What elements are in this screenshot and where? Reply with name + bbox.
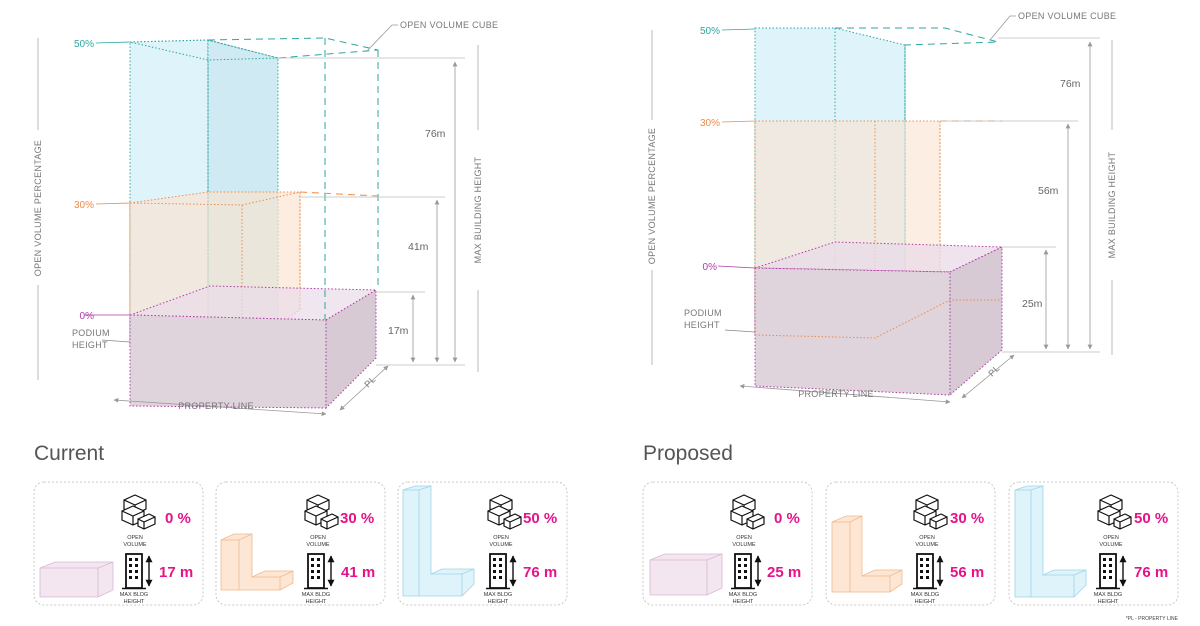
current-podium-front	[129, 314, 327, 409]
current-card-0-open-label-2: VOLUME	[123, 542, 147, 548]
proposed-pct-0: 0%	[703, 262, 718, 273]
current-card-2-max-label-2: HEIGHT	[488, 599, 509, 605]
current-card-1: OPEN VOLUME 30 % MAX BLDG HEIGHT 41 m	[215, 481, 386, 606]
proposed-card-1-height: 56 m	[950, 564, 984, 581]
current-open-volume-cube-label: OPEN VOLUME CUBE	[400, 20, 498, 30]
current-card-1-max-label-1: MAX BLDG	[302, 592, 330, 598]
proposed-diagram: 50% 30% 0% PODIUM HEIGHT OPEN VOLUME PER…	[647, 11, 1117, 405]
proposed-card-0-open-label-1: OPEN	[736, 535, 752, 541]
proposed-property-line-label: PROPERTY LINE	[798, 389, 874, 399]
proposed-dim-25: 25m	[1022, 298, 1043, 310]
current-card-2-max-label-1: MAX BLDG	[484, 592, 512, 598]
proposed-card-2: OPEN VOLUME 50 % MAX BLDG HEIGHT 76 m	[1008, 481, 1179, 606]
proposed-podium-top	[754, 241, 1003, 273]
footnote: *PL - PROPERTY LINE	[1126, 616, 1179, 622]
proposed-dim-76: 76m	[1060, 78, 1081, 90]
current-card-0-height: 17 m	[159, 564, 193, 581]
current-pct-50: 50%	[74, 39, 94, 50]
current-card-2-open-label-2: VOLUME	[489, 542, 513, 548]
proposed-card-2-max-label-2: HEIGHT	[1098, 599, 1119, 605]
current-pct-0: 0%	[80, 311, 95, 322]
current-card-1-height: 41 m	[341, 564, 375, 581]
proposed-card-2-height: 76 m	[1134, 564, 1168, 581]
current-card-1-open-label-2: VOLUME	[306, 542, 330, 548]
proposed-card-2-percent: 50 %	[1134, 510, 1168, 527]
proposed-card-0: OPEN VOLUME 0 % MAX BLDG HEIGHT 25 m	[642, 481, 813, 606]
proposed-card-0-max-label-1: MAX BLDG	[729, 592, 757, 598]
current-diagram: 50% 30% 0% PODIUM HEIGHT OPEN VOLUME PER…	[33, 20, 498, 417]
current-open-volume-percentage-label: OPEN VOLUME PERCENTAGE	[33, 140, 43, 276]
proposed-title: Proposed	[643, 442, 733, 465]
proposed-open-volume-cube-label: OPEN VOLUME CUBE	[1018, 11, 1116, 21]
proposed-open-volume-percentage-label: OPEN VOLUME PERCENTAGE	[647, 128, 657, 264]
proposed-card-1-open-label-2: VOLUME	[915, 542, 939, 548]
current-card-0-open-label-1: OPEN	[127, 535, 143, 541]
current-podium-side	[325, 289, 377, 410]
current-dim-17: 17m	[388, 325, 409, 337]
current-max-building-height-label: MAX BUILDING HEIGHT	[473, 156, 483, 263]
current-card-2-percent: 50 %	[523, 510, 557, 527]
proposed-card-1-max-label-1: MAX BLDG	[911, 592, 939, 598]
current-title: Current	[34, 442, 104, 465]
proposed-max-building-height-label: MAX BUILDING HEIGHT	[1107, 151, 1117, 258]
current-card-1-percent: 30 %	[340, 510, 374, 527]
proposed-card-0-height: 25 m	[767, 564, 801, 581]
proposed-card-2-open-label-2: VOLUME	[1099, 542, 1123, 548]
current-card-2-height: 76 m	[523, 564, 557, 581]
proposed-podium-front	[754, 267, 951, 396]
current-pct-30: 30%	[74, 200, 94, 211]
proposed-card-0-max-label-2: HEIGHT	[733, 599, 754, 605]
proposed-pct-50: 50%	[700, 26, 720, 37]
current-dim-41: 41m	[408, 241, 429, 253]
current-card-0-max-label-2: HEIGHT	[124, 599, 145, 605]
current-card-0: OPEN VOLUME 0 % MAX BLDG HEIGHT 17 m	[33, 481, 204, 606]
proposed-card-1-open-label-1: OPEN	[919, 535, 935, 541]
proposed-podium-label-2: HEIGHT	[684, 320, 720, 330]
current-card-1-open-label-1: OPEN	[310, 535, 326, 541]
current-card-0-max-label-1: MAX BLDG	[120, 592, 148, 598]
proposed-card-2-open-label-1: OPEN	[1103, 535, 1119, 541]
current-property-line-label: PROPERTY LINE	[178, 401, 254, 411]
proposed-card-1-percent: 30 %	[950, 510, 984, 527]
proposed-card-0-open-label-2: VOLUME	[732, 542, 756, 548]
current-dim-76: 76m	[425, 128, 446, 140]
current-card-1-max-label-2: HEIGHT	[306, 599, 327, 605]
current-card-2: OPEN VOLUME 50 % MAX BLDG HEIGHT 76 m	[397, 481, 568, 606]
proposed-pct-30: 30%	[700, 118, 720, 129]
current-card-0-percent: 0 %	[165, 510, 191, 527]
proposed-card-2-max-label-1: MAX BLDG	[1094, 592, 1122, 598]
current-podium-label-1: PODIUM	[72, 328, 110, 338]
proposed-dim-56: 56m	[1038, 185, 1059, 197]
proposed-card-0-percent: 0 %	[774, 510, 800, 527]
current-card-2-open-label-1: OPEN	[493, 535, 509, 541]
proposed-card-1: OPEN VOLUME 30 % MAX BLDG HEIGHT 56 m	[825, 481, 996, 606]
proposed-podium-label-1: PODIUM	[684, 308, 722, 318]
proposed-card-1-max-label-2: HEIGHT	[915, 599, 936, 605]
current-podium-label-2: HEIGHT	[72, 340, 108, 350]
